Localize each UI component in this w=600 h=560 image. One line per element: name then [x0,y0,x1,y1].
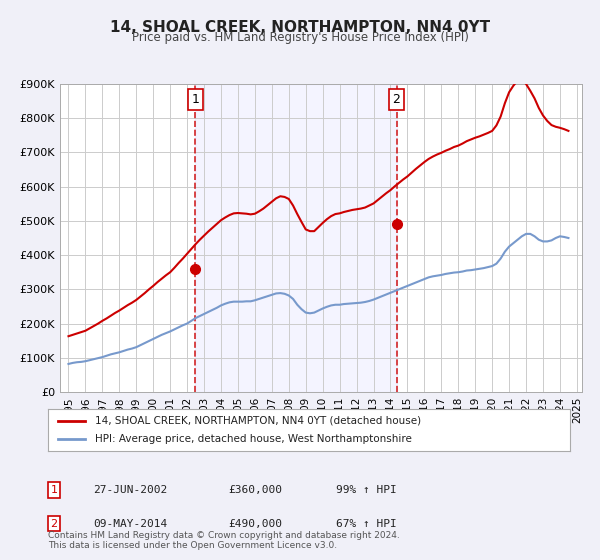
Text: £360,000: £360,000 [228,485,282,495]
Text: 99% ↑ HPI: 99% ↑ HPI [336,485,397,495]
Text: 2: 2 [50,519,58,529]
Text: Price paid vs. HM Land Registry's House Price Index (HPI): Price paid vs. HM Land Registry's House … [131,31,469,44]
Text: HPI: Average price, detached house, West Northamptonshire: HPI: Average price, detached house, West… [95,434,412,444]
Text: 27-JUN-2002: 27-JUN-2002 [93,485,167,495]
Text: Contains HM Land Registry data © Crown copyright and database right 2024.
This d: Contains HM Land Registry data © Crown c… [48,530,400,550]
Text: 09-MAY-2014: 09-MAY-2014 [93,519,167,529]
Text: 1: 1 [191,93,199,106]
Text: £490,000: £490,000 [228,519,282,529]
Text: 1: 1 [50,485,58,495]
Text: 67% ↑ HPI: 67% ↑ HPI [336,519,397,529]
Bar [196,84,397,392]
Text: 2: 2 [392,93,400,106]
Text: 14, SHOAL CREEK, NORTHAMPTON, NN4 0YT: 14, SHOAL CREEK, NORTHAMPTON, NN4 0YT [110,20,490,35]
Text: 14, SHOAL CREEK, NORTHAMPTON, NN4 0YT (detached house): 14, SHOAL CREEK, NORTHAMPTON, NN4 0YT (d… [95,416,421,426]
